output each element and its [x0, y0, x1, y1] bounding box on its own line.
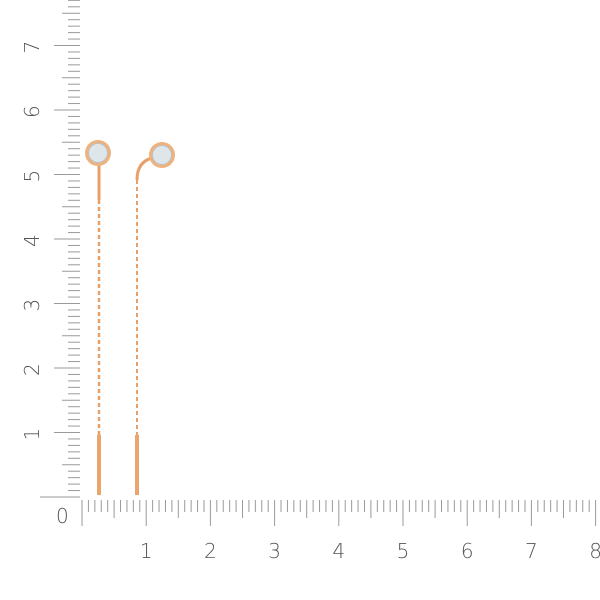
right-earring	[135, 142, 175, 495]
horizontal-label: 4	[332, 539, 345, 563]
horizontal-label: 7	[525, 539, 538, 563]
horizontal-ruler	[81, 500, 597, 526]
left-earring-bar	[97, 435, 101, 495]
right-earring-hook	[135, 156, 153, 181]
right-earring-stone	[152, 145, 172, 165]
horizontal-label: 2	[204, 539, 217, 563]
vertical-ruler	[40, 0, 80, 498]
vertical-labels: 1 2 3 4 5 6 7	[20, 41, 44, 441]
horizontal-label: 3	[268, 539, 281, 563]
vertical-label: 7	[20, 41, 44, 54]
horizontal-labels: 1 2 3 4 5 6 7 8	[140, 539, 600, 563]
vertical-label: 2	[20, 363, 44, 376]
vertical-label: 5	[20, 170, 44, 183]
horizontal-label: 8	[589, 539, 600, 563]
vertical-label: 1	[20, 428, 44, 441]
horizontal-label: 5	[397, 539, 410, 563]
vertical-label: 6	[20, 105, 44, 118]
horizontal-label: 1	[140, 539, 153, 563]
left-earring	[85, 140, 111, 495]
right-earring-bar	[135, 435, 139, 495]
left-earring-stone	[88, 143, 108, 163]
vertical-label: 3	[20, 299, 44, 312]
origin-label: 0	[56, 504, 69, 528]
horizontal-label: 6	[461, 539, 474, 563]
vertical-label: 4	[20, 234, 44, 247]
